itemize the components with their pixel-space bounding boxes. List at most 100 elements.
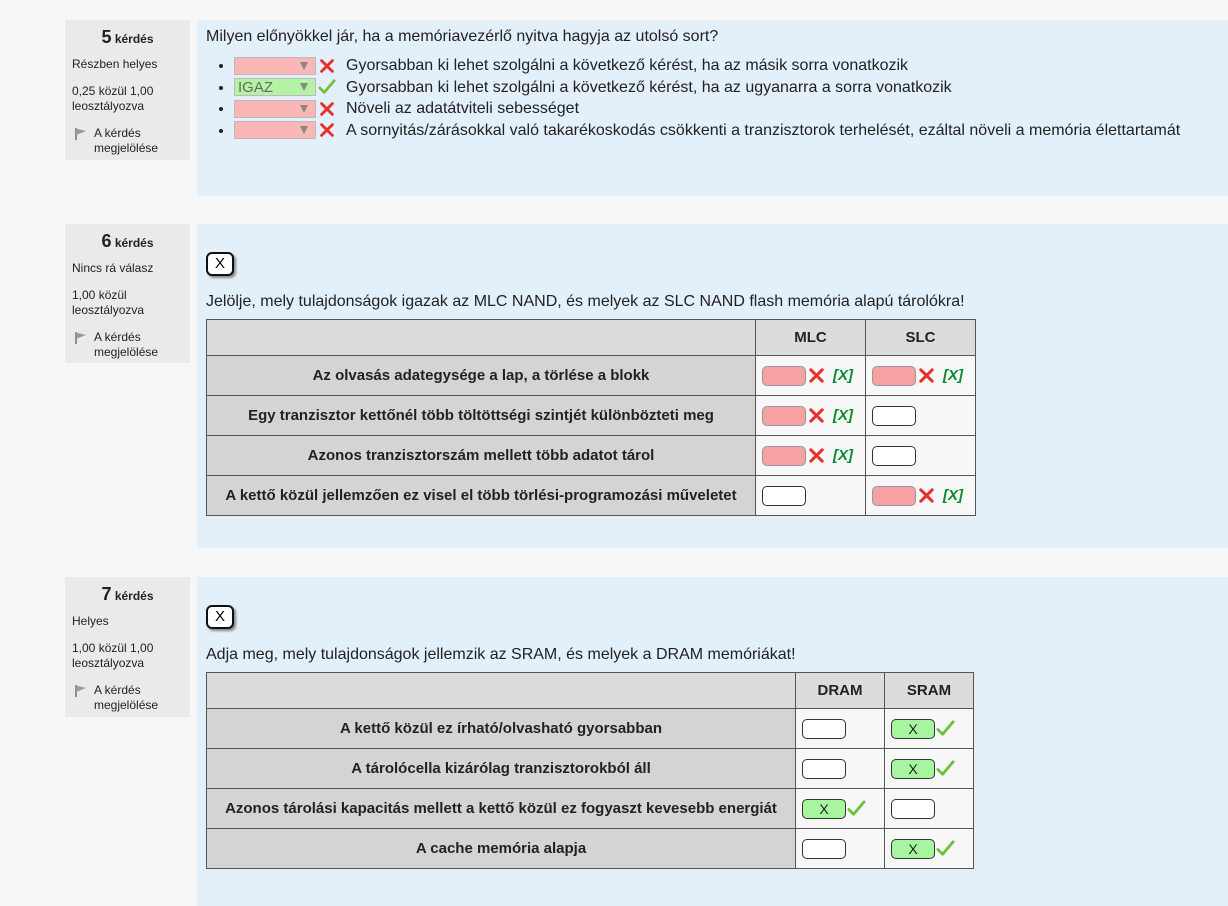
- question-state: Helyes: [72, 614, 109, 628]
- question-content: X Jelölje, mely tulajdonságok igazak az …: [197, 224, 1228, 548]
- question-grade: 0,25 közül 1,00 leosztályozva: [72, 84, 154, 113]
- row-label: A kettő közül jellemzően ez visel el töb…: [206, 475, 756, 516]
- cross-icon: [919, 368, 934, 383]
- matrix-cell: [X]: [865, 475, 976, 516]
- answer-box[interactable]: [872, 445, 916, 466]
- matrix-cell: [865, 435, 976, 476]
- matrix-row: Azonos tranzisztorszám mellett több adat…: [206, 435, 976, 476]
- answer-box[interactable]: X: [891, 838, 935, 859]
- answer-list: Gyorsabban ki lehet szolgálni a következ…: [206, 55, 1220, 141]
- answer-option: IGAZ Gyorsabban ki lehet szolgálni a köve…: [234, 77, 1220, 99]
- matrix-row: A kettő közül ez írható/olvasható gyorsa…: [206, 708, 974, 749]
- question-number: 6 kérdés: [101, 231, 154, 251]
- answer-box[interactable]: [872, 365, 916, 386]
- answer-select[interactable]: [234, 99, 316, 118]
- question-info: 5 kérdés Részben helyes 0,25 közül 1,00 …: [65, 20, 190, 160]
- matrix-corner: [206, 672, 796, 709]
- answer-select[interactable]: [234, 121, 316, 140]
- column-header: DRAM: [795, 672, 885, 709]
- chevron-down-icon: [300, 61, 308, 70]
- answer-select[interactable]: IGAZ: [234, 78, 316, 97]
- matrix-cell: [X]: [755, 395, 866, 436]
- matrix-cell: [755, 475, 866, 516]
- answer-box[interactable]: X: [891, 718, 935, 739]
- flag-question-link[interactable]: A kérdés megjelölése: [72, 330, 183, 360]
- matrix-cell: [X]: [865, 355, 976, 396]
- chevron-down-icon: [300, 83, 308, 92]
- answer-select[interactable]: [234, 56, 316, 75]
- matrix-row: A kettő közül jellemzően ez visel el töb…: [206, 475, 976, 516]
- question-grade: 1,00 közül leosztályozva: [72, 288, 145, 317]
- question-text: Jelölje, mely tulajdonságok igazak az ML…: [206, 293, 965, 310]
- answer-option-text: Gyorsabban ki lehet szolgálni a következ…: [346, 78, 952, 96]
- correct-answer-label: [X]: [833, 407, 853, 424]
- matrix-cell: [X]: [755, 355, 866, 396]
- column-header: SLC: [865, 319, 976, 356]
- flag-icon: [75, 332, 86, 344]
- flag-question-link[interactable]: A kérdés megjelölése: [72, 683, 183, 713]
- answer-box[interactable]: [802, 758, 846, 779]
- matrix-cell: X: [795, 788, 885, 829]
- answer-box[interactable]: [872, 405, 916, 426]
- check-icon: [847, 800, 866, 816]
- question-state: Részben helyes: [72, 57, 158, 71]
- question-state: Nincs rá válasz: [72, 261, 154, 275]
- answer-option: Gyorsabban ki lehet szolgálni a következ…: [234, 55, 1220, 77]
- row-label: Azonos tranzisztorszám mellett több adat…: [206, 435, 756, 476]
- answer-option-text: A sornyitás/zárásokkal való takarékoskod…: [346, 121, 1181, 139]
- question-text: Adja meg, mely tulajdonságok jellemzik a…: [206, 646, 796, 663]
- check-icon: [936, 760, 955, 776]
- answer-box[interactable]: [762, 405, 806, 426]
- matrix-row: Az olvasás adategysége a lap, a törlése …: [206, 355, 976, 396]
- cross-icon: [320, 101, 334, 116]
- clear-answer-button[interactable]: X: [206, 252, 234, 276]
- matrix-cell: X: [884, 708, 974, 749]
- answer-box[interactable]: [891, 798, 935, 819]
- matrix-corner: [206, 319, 756, 356]
- cross-icon: [809, 408, 824, 423]
- flag-icon: [75, 685, 86, 697]
- answer-box[interactable]: [762, 445, 806, 466]
- cross-icon: [809, 368, 824, 383]
- question-info: 7 kérdés Helyes 1,00 közül 1,00 leosztál…: [65, 577, 190, 717]
- question-grade: 1,00 közül 1,00 leosztályozva: [72, 641, 154, 670]
- check-icon: [936, 840, 955, 856]
- cross-icon: [320, 123, 334, 138]
- matrix-row: Azonos tárolási kapacitás mellett a kett…: [206, 788, 974, 829]
- answer-box[interactable]: [802, 838, 846, 859]
- column-header: MLC: [755, 319, 866, 356]
- answer-box[interactable]: [762, 485, 806, 506]
- question-text: Milyen előnyökkel jár, ha a memóriavezér…: [206, 28, 719, 45]
- flag-icon: [75, 128, 86, 140]
- cross-icon: [809, 448, 824, 463]
- matrix-row: Egy tranzisztor kettőnél több töltöttség…: [206, 395, 976, 436]
- answer-matrix: MLC SLC Az olvasás adategysége a lap, a …: [206, 319, 976, 516]
- question-number: 7 kérdés: [101, 584, 154, 604]
- correct-answer-label: [X]: [943, 487, 963, 504]
- question-content: Milyen előnyökkel jár, ha a memóriavezér…: [197, 20, 1228, 196]
- answer-box[interactable]: [802, 718, 846, 739]
- check-icon: [318, 79, 336, 95]
- matrix-cell: [884, 788, 974, 829]
- matrix-cell: X: [884, 828, 974, 869]
- answer-option: Növeli az adatátviteli sebességet: [234, 98, 1220, 120]
- matrix-cell: [865, 395, 976, 436]
- matrix-row: A cache memória alapja X: [206, 828, 974, 869]
- matrix-cell: X: [884, 748, 974, 789]
- check-icon: [936, 720, 955, 736]
- correct-answer-label: [X]: [943, 367, 963, 384]
- row-label: A tárolócella kizárólag tranzisztorokból…: [206, 748, 796, 789]
- answer-option-text: Gyorsabban ki lehet szolgálni a következ…: [346, 57, 909, 75]
- answer-box[interactable]: [872, 485, 916, 506]
- answer-option: A sornyitás/zárásokkal való takarékoskod…: [234, 120, 1220, 142]
- flag-question-link[interactable]: A kérdés megjelölése: [72, 126, 183, 156]
- row-label: Egy tranzisztor kettőnél több töltöttség…: [206, 395, 756, 436]
- row-label: A kettő közül ez írható/olvasható gyorsa…: [206, 708, 796, 749]
- cross-icon: [919, 488, 934, 503]
- correct-answer-label: [X]: [833, 367, 853, 384]
- answer-box[interactable]: X: [802, 798, 846, 819]
- clear-answer-button[interactable]: X: [206, 605, 234, 629]
- answer-box[interactable]: X: [891, 758, 935, 779]
- question-number: 5 kérdés: [101, 27, 154, 47]
- answer-box[interactable]: [762, 365, 806, 386]
